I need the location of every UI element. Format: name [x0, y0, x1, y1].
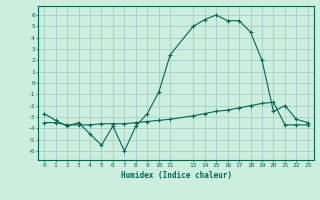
- X-axis label: Humidex (Indice chaleur): Humidex (Indice chaleur): [121, 171, 231, 180]
